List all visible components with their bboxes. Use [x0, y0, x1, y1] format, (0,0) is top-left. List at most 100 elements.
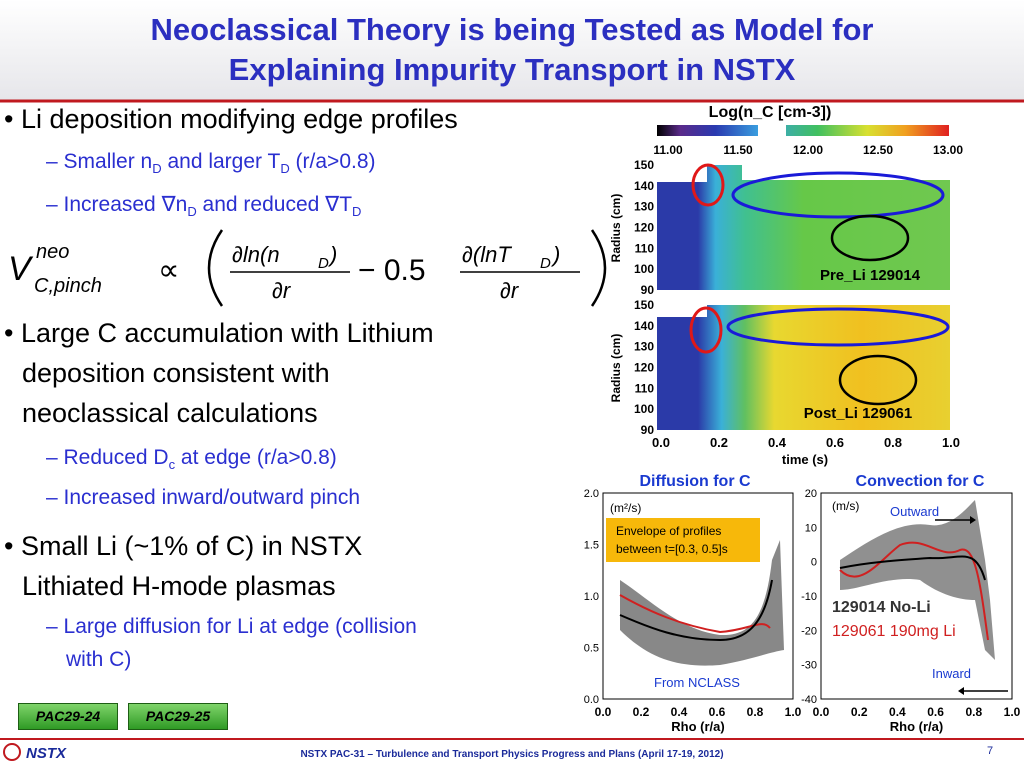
arrowhead — [970, 516, 976, 524]
tick-label: 0 — [811, 557, 817, 569]
tick-label: 11.00 — [653, 143, 683, 157]
logo: NSTX — [26, 745, 67, 762]
tick-label: 2.0 — [584, 488, 599, 500]
eq-text: ) — [550, 242, 560, 267]
eq-text: ∂(lnT — [462, 242, 512, 267]
tick-label: 100 — [634, 402, 654, 416]
tick-label: 130 — [634, 340, 654, 354]
figure-title: Convection for C — [856, 473, 985, 490]
text-run: neoclassical calculations — [22, 398, 318, 428]
subscript: D — [187, 204, 197, 220]
subscript: D — [352, 204, 362, 220]
tick-label: 20 — [805, 488, 817, 500]
bullet-marker: – — [46, 446, 64, 469]
subscript: c — [168, 457, 176, 473]
text-run: Lithiated H-mode plasmas — [22, 571, 336, 601]
tick-label: 0.4 — [671, 705, 688, 719]
eq-text: neo — [36, 241, 69, 263]
tick-label: 120 — [634, 361, 654, 375]
plot-frame — [820, 492, 1013, 700]
bullet-marker: – — [46, 615, 64, 638]
tick-label: 11.50 — [723, 143, 753, 157]
tick-label: 0.8 — [884, 435, 902, 450]
paren — [590, 229, 607, 307]
tick-label: 12.00 — [793, 143, 823, 157]
bullet-marker: – — [46, 486, 64, 509]
tag[interactable]: PAC29-24 — [18, 703, 118, 730]
tick-label: -20 — [801, 625, 817, 637]
note: From NCLASS — [654, 675, 740, 690]
figure-title: Diffusion for C — [639, 473, 751, 490]
tick-label: 150 — [634, 158, 654, 172]
paren — [207, 229, 224, 307]
tick-label: 1.0 — [785, 705, 802, 719]
curve — [619, 594, 771, 634]
footer-text: NSTX PAC-31 – Turbulence and Transport P… — [300, 749, 723, 760]
tick-label: -10 — [801, 591, 817, 603]
tick-label: 130 — [634, 200, 654, 214]
tag[interactable]: PAC29-25 — [128, 703, 228, 730]
bullet-line: • Small Li (~1% of C) in NSTX — [4, 531, 362, 562]
text-run: at edge (r/a>0.8) — [175, 446, 337, 469]
subscript: D — [280, 161, 290, 177]
bullet-line: deposition consistent with — [22, 358, 330, 389]
bullet-line: – Smaller nD and larger TD (r/a>0.8) — [46, 150, 376, 176]
legend-entry: 129014 No-Li — [832, 599, 931, 616]
eq-text: D — [318, 255, 329, 272]
text-run: and larger T — [161, 150, 281, 173]
tick-label: 0.0 — [813, 705, 830, 719]
diffusion-figure: Diffusion for C (m²/s) Envelope of profi… — [584, 473, 802, 734]
tick-label: Rho (r/a) — [671, 719, 724, 734]
text-run: Smaller n — [63, 150, 153, 173]
text-run: with C) — [66, 648, 132, 671]
axis-label: Radius (cm) — [609, 334, 623, 403]
text-run: Large C accumulation with Lithium — [20, 318, 434, 348]
text-run: and reduced ∇T — [196, 193, 353, 216]
text-run: Increased inward/outward pinch — [63, 486, 361, 509]
page-number: 7 — [987, 745, 993, 757]
bullet-line: neoclassical calculations — [22, 398, 318, 429]
plot-frame — [602, 492, 794, 700]
text-run: Reduced D — [63, 446, 169, 469]
ellipse — [731, 171, 945, 219]
bullet-marker: – — [46, 150, 64, 173]
axis-label: time (s) — [782, 452, 828, 467]
tick-label: 0.5 — [584, 643, 599, 655]
title-line: Explaining Impurity Transport in NSTX — [228, 52, 796, 87]
convection-figure: Convection for C (m/s) Outward 129014 No… — [801, 473, 1021, 734]
eq-text: ∂r — [272, 278, 292, 303]
tick-label: 0.6 — [927, 705, 944, 719]
bullet-line: – Reduced Dc at edge (r/a>0.8) — [46, 446, 337, 472]
subscript: D — [152, 161, 162, 177]
eq-text: D — [540, 255, 551, 272]
tick-label: 13.00 — [933, 143, 963, 157]
eq-text: ) — [327, 242, 337, 267]
unit: (m²/s) — [610, 501, 641, 515]
note: between t=[0.3, 0.5]s — [616, 542, 728, 556]
text-run: deposition consistent with — [22, 358, 330, 388]
ellipse — [830, 214, 910, 262]
tick-label: 0.2 — [710, 435, 728, 450]
contour-panel — [657, 165, 950, 290]
unit: (m/s) — [832, 499, 859, 513]
tick-label: 12.50 — [863, 143, 893, 157]
text-run: Small Li (~1% of C) in NSTX — [20, 531, 363, 561]
tick-label: 110 — [635, 381, 655, 395]
bullet-line: with C) — [66, 648, 131, 672]
figure-title: Log(n_C [cm-3]) — [709, 104, 832, 121]
tick-label: 0.4 — [768, 435, 787, 450]
ellipse — [838, 354, 918, 406]
tick-label: 0.6 — [709, 705, 726, 719]
colorbar — [657, 125, 949, 136]
tick-label: -40 — [801, 694, 817, 706]
colorbar-gap — [758, 125, 786, 136]
bullet-line: • Li deposition modifying edge profiles — [4, 104, 458, 135]
eq-text: ∝ — [158, 254, 179, 287]
text-run: Increased ∇n — [63, 193, 188, 216]
ellipse — [689, 306, 723, 354]
tick-label: 90 — [641, 283, 655, 297]
bullet-marker: • — [4, 531, 21, 561]
header — [0, 0, 1024, 100]
bullet-marker: • — [4, 318, 21, 348]
